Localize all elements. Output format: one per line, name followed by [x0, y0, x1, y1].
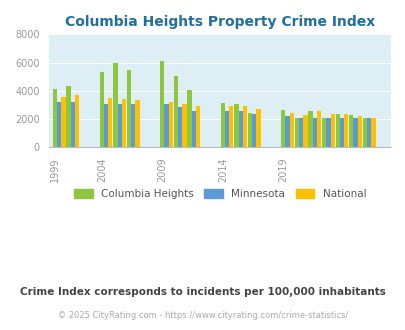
Bar: [182, 104, 186, 148]
Bar: [168, 102, 173, 148]
Bar: [371, 118, 375, 148]
Legend: Columbia Heights, Minnesota, National: Columbia Heights, Minnesota, National: [70, 184, 370, 203]
Bar: [242, 107, 247, 148]
Bar: [173, 76, 178, 148]
Bar: [330, 114, 334, 148]
Bar: [70, 102, 75, 148]
Bar: [353, 118, 357, 148]
Bar: [298, 118, 303, 148]
Bar: [100, 72, 104, 148]
Bar: [308, 112, 312, 148]
Bar: [220, 103, 224, 148]
Bar: [339, 118, 343, 148]
Bar: [366, 118, 371, 148]
Bar: [108, 98, 112, 148]
Bar: [229, 107, 233, 148]
Bar: [238, 111, 242, 148]
Bar: [53, 89, 57, 148]
Text: © 2025 CityRating.com - https://www.cityrating.com/crime-statistics/: © 2025 CityRating.com - https://www.city…: [58, 311, 347, 320]
Bar: [343, 114, 347, 148]
Bar: [122, 99, 126, 148]
Bar: [135, 100, 139, 148]
Bar: [113, 63, 117, 148]
Bar: [104, 104, 108, 148]
Bar: [348, 115, 353, 148]
Title: Columbia Heights Property Crime Index: Columbia Heights Property Crime Index: [65, 15, 374, 29]
Bar: [312, 118, 316, 148]
Bar: [61, 97, 66, 148]
Bar: [57, 102, 61, 148]
Bar: [316, 111, 320, 148]
Bar: [281, 110, 285, 148]
Bar: [326, 118, 330, 148]
Bar: [164, 104, 168, 148]
Bar: [247, 113, 252, 148]
Bar: [196, 106, 200, 148]
Bar: [131, 104, 135, 148]
Bar: [234, 104, 238, 148]
Bar: [127, 70, 131, 148]
Bar: [66, 86, 70, 148]
Bar: [362, 118, 366, 148]
Bar: [178, 107, 182, 148]
Bar: [160, 61, 164, 148]
Bar: [191, 111, 196, 148]
Bar: [303, 115, 307, 148]
Bar: [252, 114, 256, 148]
Bar: [256, 109, 260, 148]
Bar: [117, 104, 121, 148]
Bar: [224, 112, 229, 148]
Bar: [75, 95, 79, 148]
Bar: [285, 116, 289, 148]
Text: Crime Index corresponds to incidents per 100,000 inhabitants: Crime Index corresponds to incidents per…: [20, 287, 385, 297]
Bar: [335, 114, 339, 148]
Bar: [187, 90, 191, 148]
Bar: [294, 118, 298, 148]
Bar: [321, 118, 326, 148]
Bar: [289, 113, 293, 148]
Bar: [357, 116, 361, 148]
